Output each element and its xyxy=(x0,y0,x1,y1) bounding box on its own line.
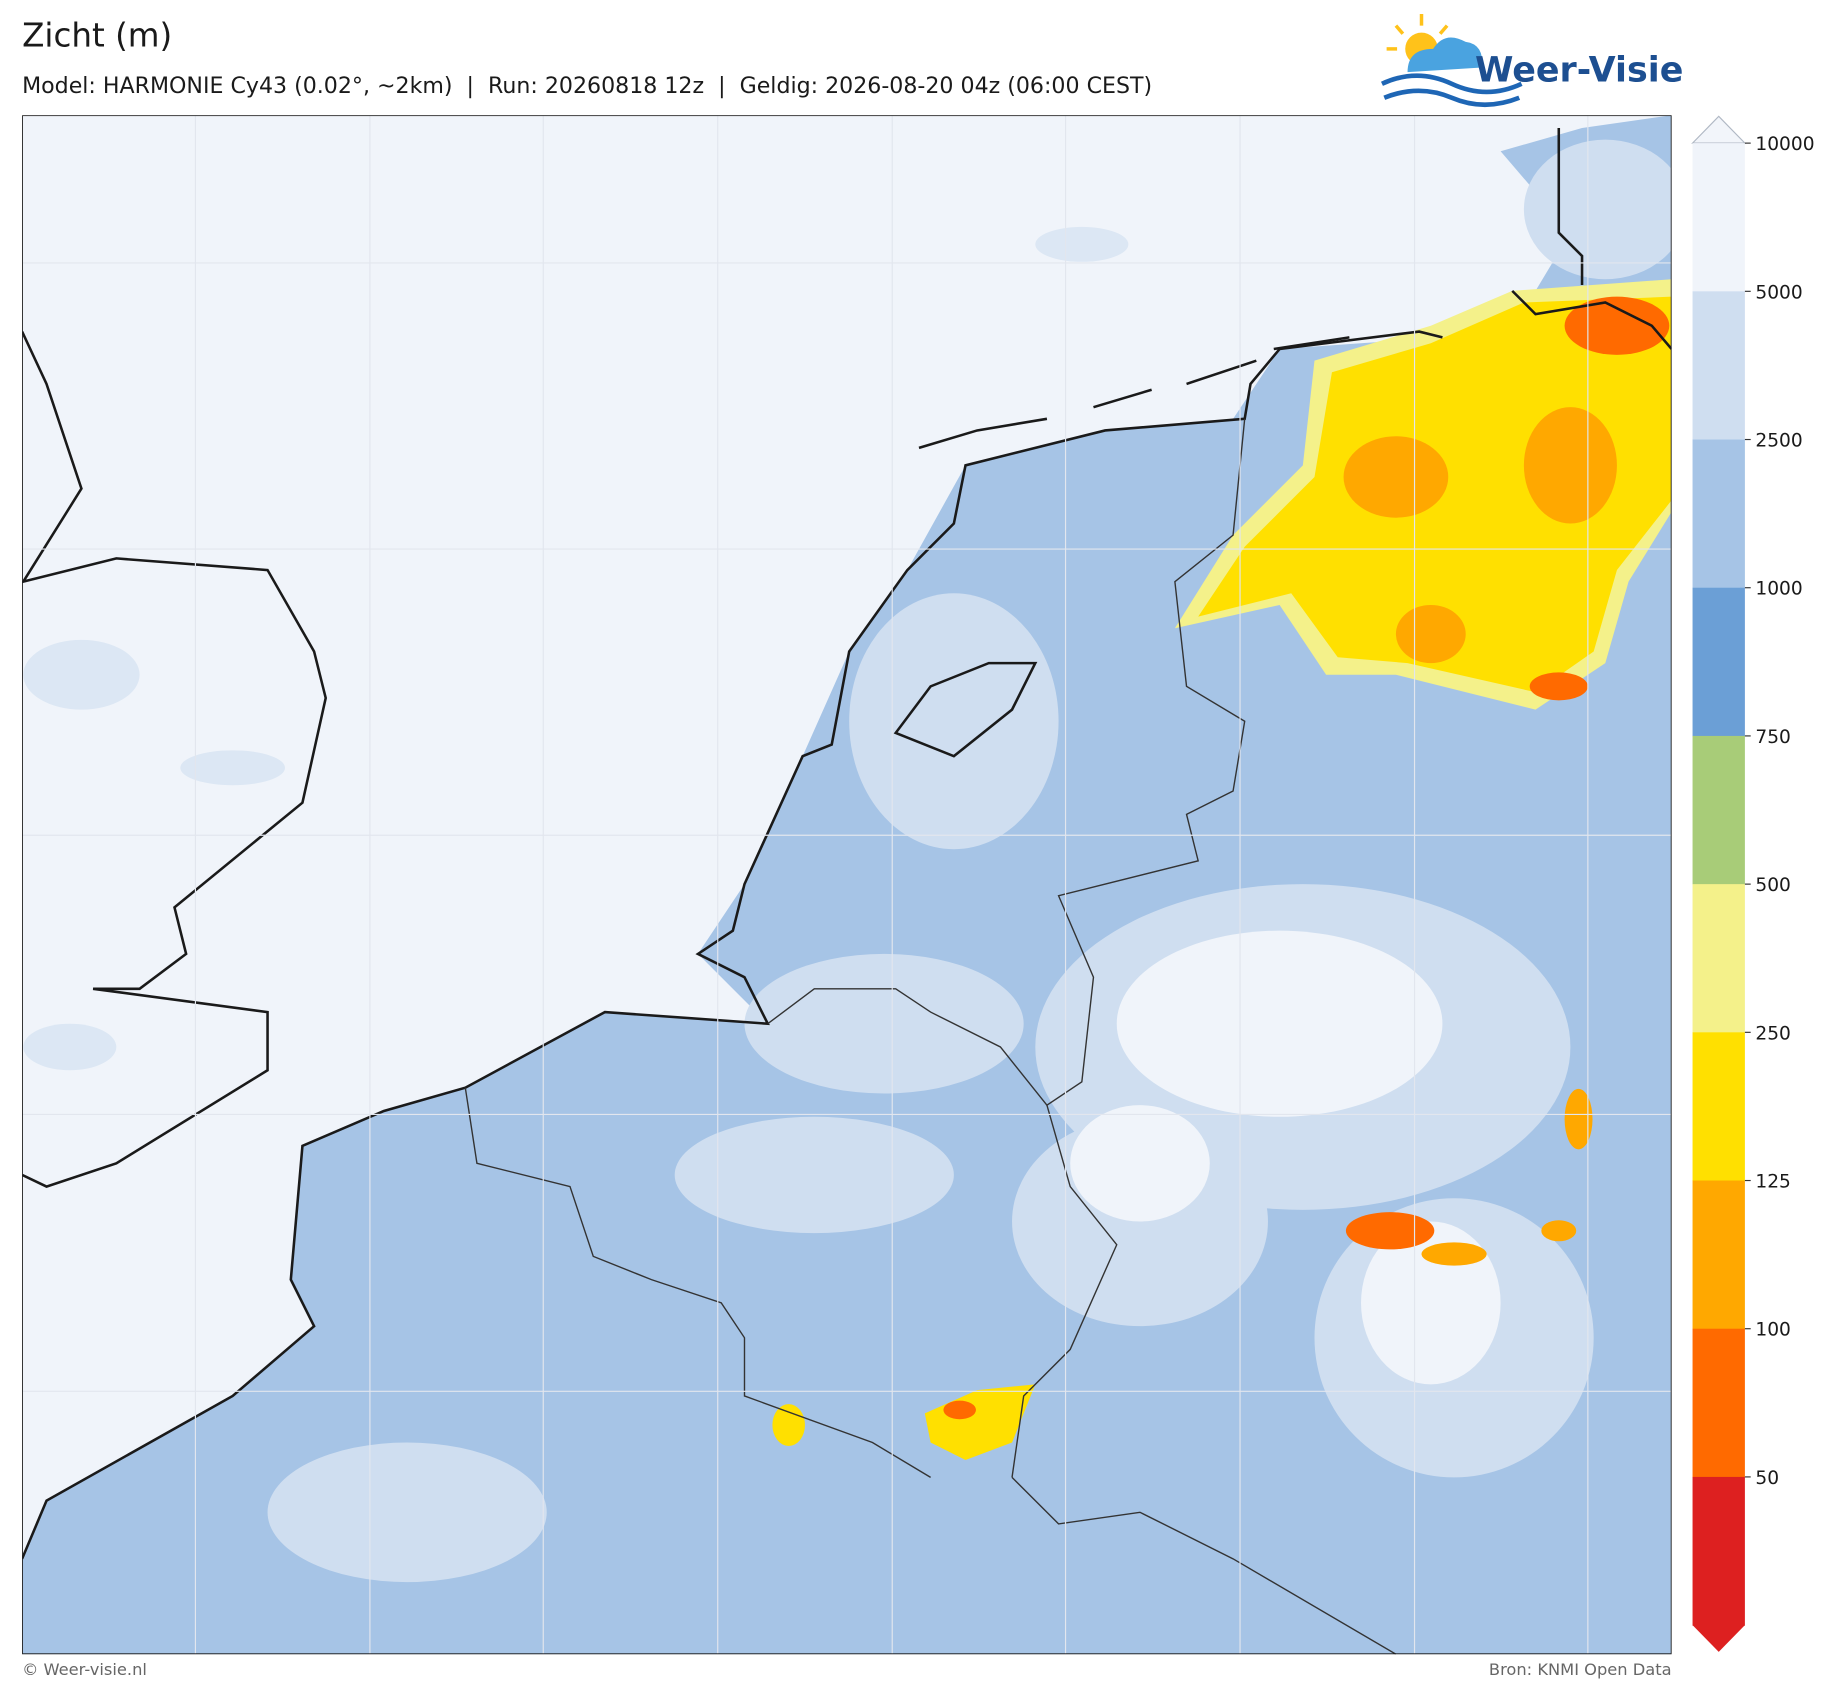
coastlines xyxy=(22,127,1672,1560)
colorbar-band xyxy=(1692,439,1745,589)
title: Zicht (m) xyxy=(22,17,172,55)
copyright: © Weer-visie.nl xyxy=(22,1660,147,1679)
colorbar-tick-label: 5000 xyxy=(1755,282,1802,303)
land-shading xyxy=(22,115,1672,1655)
logo-rays xyxy=(1386,13,1449,51)
graticule xyxy=(22,115,1672,1655)
subtitle: Model: HARMONIE Cy43 (0.02°, ~2km) | Run… xyxy=(22,73,1152,99)
logo-waves xyxy=(1380,73,1523,107)
fog-north xyxy=(1174,279,1672,710)
colorbar-tick-label: 750 xyxy=(1755,727,1791,748)
colorbar-band xyxy=(1692,1328,1745,1478)
uk-patches xyxy=(23,226,1129,1071)
borders xyxy=(464,418,1397,1655)
logo: Weer-Visie xyxy=(1380,13,1683,107)
colorbar-tick-label: 10000 xyxy=(1755,134,1814,155)
colorbar-tick-label: 125 xyxy=(1755,1172,1791,1193)
map xyxy=(22,115,1672,1655)
colorbar-band xyxy=(1692,1180,1745,1330)
colorbar-tick-label: 100 xyxy=(1755,1320,1791,1341)
colorbar-band xyxy=(1692,291,1745,441)
colorbar-tick-label: 50 xyxy=(1755,1468,1779,1489)
colorbar-tick-label: 1000 xyxy=(1755,579,1802,600)
logo-text: Weer-Visie xyxy=(1475,50,1683,90)
colorbar: 10000 5000 2500 1000 750 500 250 125 100 50 xyxy=(1691,115,1815,1652)
source: Bron: KNMI Open Data xyxy=(1489,1660,1672,1679)
colorbar-band xyxy=(1692,1476,1745,1626)
colorbar-tick-label: 500 xyxy=(1755,875,1791,896)
colorbar-band xyxy=(1692,1032,1745,1182)
colorbar-band xyxy=(1692,143,1745,292)
fog-south xyxy=(772,1088,1593,1460)
colorbar-tick-label: 2500 xyxy=(1755,431,1802,452)
colorbar-arrow-top xyxy=(1691,115,1747,144)
logo-cloud xyxy=(1407,37,1483,73)
colorbar-band xyxy=(1692,587,1745,737)
colorbar-band xyxy=(1692,735,1745,885)
colorbar-arrow-bottom xyxy=(1692,1625,1745,1652)
clear-patches xyxy=(1070,930,1501,1385)
colorbar-tick-label: 250 xyxy=(1755,1023,1791,1044)
colorbar-band xyxy=(1692,884,1745,1033)
